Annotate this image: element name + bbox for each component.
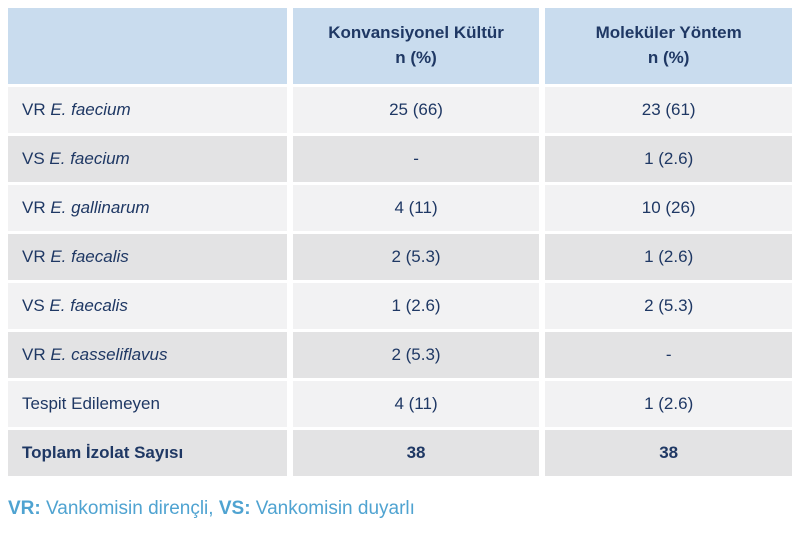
vr-abbreviation: VR: xyxy=(8,498,41,519)
row-label-prefix: VR xyxy=(22,345,51,364)
conventional-value: - xyxy=(292,136,540,182)
table-row-vs-e-faecalis: VS E. faecalis 1 (2.6) 2 (5.3) xyxy=(8,283,792,329)
col-header-molecular-title: Moleküler Yöntem xyxy=(595,23,742,43)
vre-isolates-table: Konvansiyonel Kültür n (%) Moleküler Yön… xyxy=(2,5,798,479)
vs-definition: Vankomisin duyarlı xyxy=(250,498,415,519)
table-row-tespit-edilemeyen: Tespit Edilemeyen 4 (11) 1 (2.6) xyxy=(8,381,792,427)
conventional-total: 38 xyxy=(292,430,540,476)
table-row-vs-e-faecium: VS E. faecium - 1 (2.6) xyxy=(8,136,792,182)
abbreviation-footnote: VR: Vankomisin dirençli, VS: Vankomisin … xyxy=(8,498,798,520)
row-label: VR E. gallinarum xyxy=(8,185,287,231)
corner-cell xyxy=(8,8,287,84)
col-header-conventional-title: Konvansiyonel Kültür xyxy=(328,23,504,43)
table-row-vr-e-faecalis: VR E. faecalis 2 (5.3) 1 (2.6) xyxy=(8,234,792,280)
molecular-value: 1 (2.6) xyxy=(545,136,792,182)
molecular-value: 23 (61) xyxy=(545,87,792,133)
col-header-conventional-subtitle: n (%) xyxy=(395,48,437,67)
conventional-value: 1 (2.6) xyxy=(292,283,540,329)
table-row-total-isolates: Toplam İzolat Sayısı 38 38 xyxy=(8,430,792,476)
conventional-value: 2 (5.3) xyxy=(292,234,540,280)
row-label-prefix: VR xyxy=(22,198,51,217)
col-header-molecular-subtitle: n (%) xyxy=(647,48,690,67)
row-label-prefix: Tespit Edilemeyen xyxy=(22,394,160,413)
table-row-vr-e-faecium: VR E. faecium 25 (66) 23 (61) xyxy=(8,87,792,133)
conventional-value: 2 (5.3) xyxy=(292,332,540,378)
row-label: VS E. faecium xyxy=(8,136,287,182)
vr-definition: Vankomisin dirençli, xyxy=(40,498,219,519)
row-label-prefix: VR xyxy=(22,247,51,266)
row-label: Toplam İzolat Sayısı xyxy=(8,430,287,476)
row-label-species: E. faecium xyxy=(49,149,130,168)
molecular-value: 2 (5.3) xyxy=(545,283,792,329)
row-label-species: E. faecium xyxy=(50,100,131,119)
row-label-prefix: VR xyxy=(22,100,51,119)
row-label-species: E. casseliflavus xyxy=(50,345,168,364)
row-label: VR E. casseliflavus xyxy=(8,332,287,378)
molecular-value: 1 (2.6) xyxy=(545,234,792,280)
molecular-value: - xyxy=(545,332,792,378)
conventional-value: 4 (11) xyxy=(292,185,540,231)
table-row-vr-e-casseliflavus: VR E. casseliflavus 2 (5.3) - xyxy=(8,332,792,378)
row-label: VR E. faecium xyxy=(8,87,287,133)
col-header-molecular: Moleküler Yöntem n (%) xyxy=(545,8,792,84)
row-label-species: E. faecalis xyxy=(49,296,128,315)
table-row-vr-e-gallinarum: VR E. gallinarum 4 (11) 10 (26) xyxy=(8,185,792,231)
header-row: Konvansiyonel Kültür n (%) Moleküler Yön… xyxy=(8,8,792,84)
molecular-total: 38 xyxy=(545,430,792,476)
conventional-value: 25 (66) xyxy=(292,87,540,133)
row-label-prefix: Toplam İzolat Sayısı xyxy=(22,443,184,462)
row-label-prefix: VS xyxy=(22,149,50,168)
col-header-conventional: Konvansiyonel Kültür n (%) xyxy=(292,8,540,84)
row-label-species: E. faecalis xyxy=(50,247,129,266)
row-label-prefix: VS xyxy=(22,296,50,315)
molecular-value: 10 (26) xyxy=(545,185,792,231)
row-label: VR E. faecalis xyxy=(8,234,287,280)
molecular-value: 1 (2.6) xyxy=(545,381,792,427)
row-label: Tespit Edilemeyen xyxy=(8,381,287,427)
row-label: VS E. faecalis xyxy=(8,283,287,329)
conventional-value: 4 (11) xyxy=(292,381,540,427)
vs-abbreviation: VS: xyxy=(218,498,251,519)
row-label-species: E. gallinarum xyxy=(50,198,150,217)
